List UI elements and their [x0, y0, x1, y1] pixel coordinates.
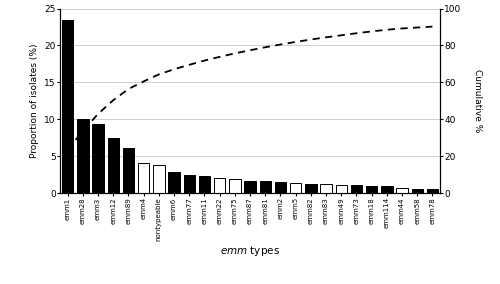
Bar	[198, 176, 210, 193]
Bar	[92, 124, 104, 193]
Y-axis label: Cumulative %: Cumulative %	[472, 69, 482, 133]
Bar	[366, 186, 378, 193]
Bar	[320, 184, 332, 193]
Bar	[229, 179, 240, 193]
Bar	[336, 185, 347, 193]
Bar	[108, 139, 119, 193]
Bar	[138, 163, 149, 193]
Bar	[77, 118, 88, 193]
Bar	[184, 176, 195, 193]
Bar	[305, 183, 316, 193]
Bar	[426, 189, 438, 193]
Bar	[122, 148, 134, 193]
Bar	[274, 182, 286, 193]
Bar	[62, 20, 74, 193]
Bar	[350, 185, 362, 193]
Bar	[412, 189, 423, 193]
X-axis label: $\it{emm}$ types: $\it{emm}$ types	[220, 244, 280, 258]
Bar	[290, 183, 302, 193]
Bar	[396, 188, 407, 193]
Bar	[153, 165, 164, 193]
Bar	[260, 181, 271, 193]
Bar	[381, 187, 392, 193]
Bar	[168, 172, 179, 193]
Y-axis label: Proportion of isolates (%): Proportion of isolates (%)	[30, 43, 39, 158]
Bar	[244, 181, 256, 193]
Bar	[214, 178, 226, 193]
